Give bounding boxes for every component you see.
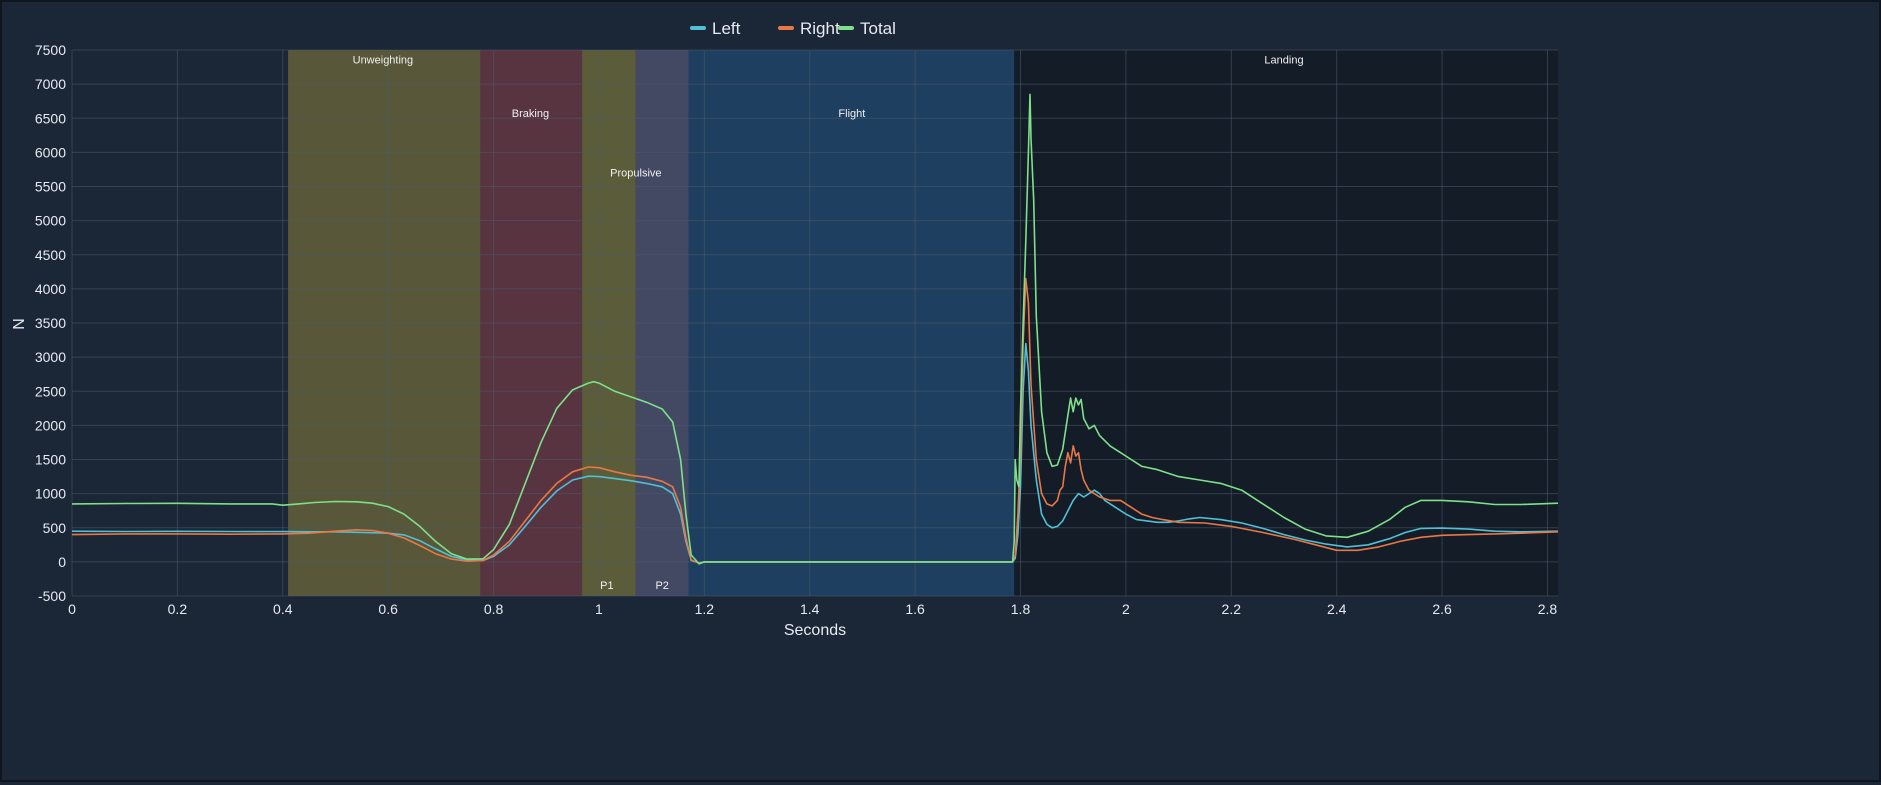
- x-tick-label: 1.2: [695, 601, 715, 617]
- x-tick-label: 1: [595, 601, 603, 617]
- y-tick-label: 4000: [35, 281, 66, 297]
- y-tick-label: 2000: [35, 417, 66, 433]
- legend-label-left[interactable]: Left: [712, 19, 741, 38]
- y-tick-label: 5500: [35, 179, 66, 195]
- x-tick-label: 2.4: [1327, 601, 1347, 617]
- x-tick-label: 2.2: [1222, 601, 1242, 617]
- x-tick-label: 1.6: [905, 601, 925, 617]
- x-tick-label: 0: [68, 601, 76, 617]
- x-tick-label: 2: [1122, 601, 1130, 617]
- phase-label-unweighting: Unweighting: [353, 55, 414, 67]
- series-line-right: [71, 277, 1559, 564]
- x-tick-label: 0.2: [168, 601, 188, 617]
- legend-label-right[interactable]: Right: [800, 19, 840, 38]
- legend-label-total[interactable]: Total: [860, 19, 896, 38]
- series-lines: [71, 93, 1559, 565]
- y-tick-label: 0: [58, 554, 66, 570]
- y-tick-label: 2500: [35, 383, 66, 399]
- legend-swatch-left: [690, 26, 706, 30]
- y-tick-label: 3000: [35, 349, 66, 365]
- x-axis-title: Seconds: [784, 622, 846, 639]
- axis-ticks: -500050010001500200025003000350040004500…: [35, 42, 1558, 617]
- x-tick-label: 2.8: [1538, 601, 1558, 617]
- y-tick-label: 1500: [35, 452, 66, 468]
- x-tick-label: 0.4: [273, 601, 293, 617]
- y-tick-label: 5000: [35, 213, 66, 229]
- series-line-total: [71, 93, 1559, 565]
- y-tick-label: 6000: [35, 144, 66, 160]
- x-tick-label: 0.6: [378, 601, 398, 617]
- phase-labels: Unweighting Braking Propulsive P1 P2 Flight La…: [353, 55, 1304, 593]
- y-tick-label: 7500: [35, 42, 66, 58]
- y-tick-label: -500: [38, 588, 66, 604]
- legend-swatch-right: [778, 26, 794, 30]
- phase-label-braking: Braking: [512, 108, 549, 120]
- x-tick-label: 1.8: [1011, 601, 1031, 617]
- phase-label-p1: P1: [600, 580, 613, 592]
- y-tick-label: 3500: [35, 315, 66, 331]
- x-tick-label: 0.8: [484, 601, 504, 617]
- y-tick-label: 7000: [35, 76, 66, 92]
- phase-label-landing: Landing: [1264, 55, 1303, 67]
- phase-label-flight: Flight: [838, 108, 865, 120]
- legend-swatch-total: [838, 26, 854, 30]
- legend[interactable]: Left Right Total: [690, 19, 896, 38]
- y-tick-label: 1000: [35, 486, 66, 502]
- x-tick-label: 1.4: [800, 601, 820, 617]
- x-tick-label: 2.6: [1432, 601, 1452, 617]
- y-tick-label: 6500: [35, 110, 66, 126]
- phase-label-p2: P2: [655, 580, 668, 592]
- phase-label-propulsive: Propulsive: [610, 167, 661, 179]
- y-tick-label: 500: [43, 520, 67, 536]
- y-tick-label: 4500: [35, 247, 66, 263]
- y-axis-title: N: [11, 318, 28, 330]
